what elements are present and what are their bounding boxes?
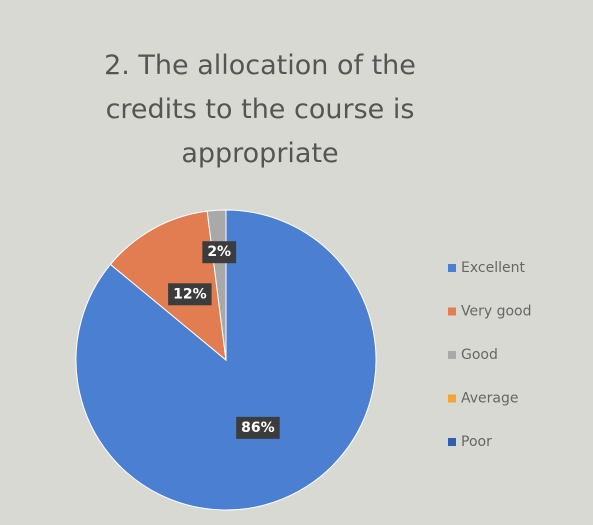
legend-label: Excellent bbox=[461, 260, 525, 276]
data-label: 86% bbox=[236, 416, 280, 439]
legend-label: Average bbox=[461, 391, 519, 407]
data-label-text: 2% bbox=[207, 244, 231, 260]
data-label-box bbox=[236, 416, 280, 439]
data-label: 12% bbox=[168, 283, 212, 306]
legend-label: Good bbox=[461, 347, 498, 363]
data-label-text: 12% bbox=[173, 286, 207, 302]
legend-swatch bbox=[448, 351, 456, 359]
data-label-box bbox=[202, 241, 237, 264]
legend-label: Poor bbox=[461, 434, 492, 450]
legend-swatch bbox=[448, 264, 456, 272]
legend-label: Very good bbox=[461, 304, 532, 320]
legend-swatch bbox=[448, 394, 456, 403]
data-label-box bbox=[168, 283, 212, 306]
legend-swatch bbox=[448, 307, 456, 316]
legend-swatch bbox=[448, 438, 456, 446]
data-label: 2% bbox=[202, 241, 237, 264]
chart-title: 2. The allocation of the credits to the … bbox=[104, 50, 416, 169]
data-label-text: 86% bbox=[241, 420, 275, 436]
pie-slice bbox=[75, 209, 377, 511]
